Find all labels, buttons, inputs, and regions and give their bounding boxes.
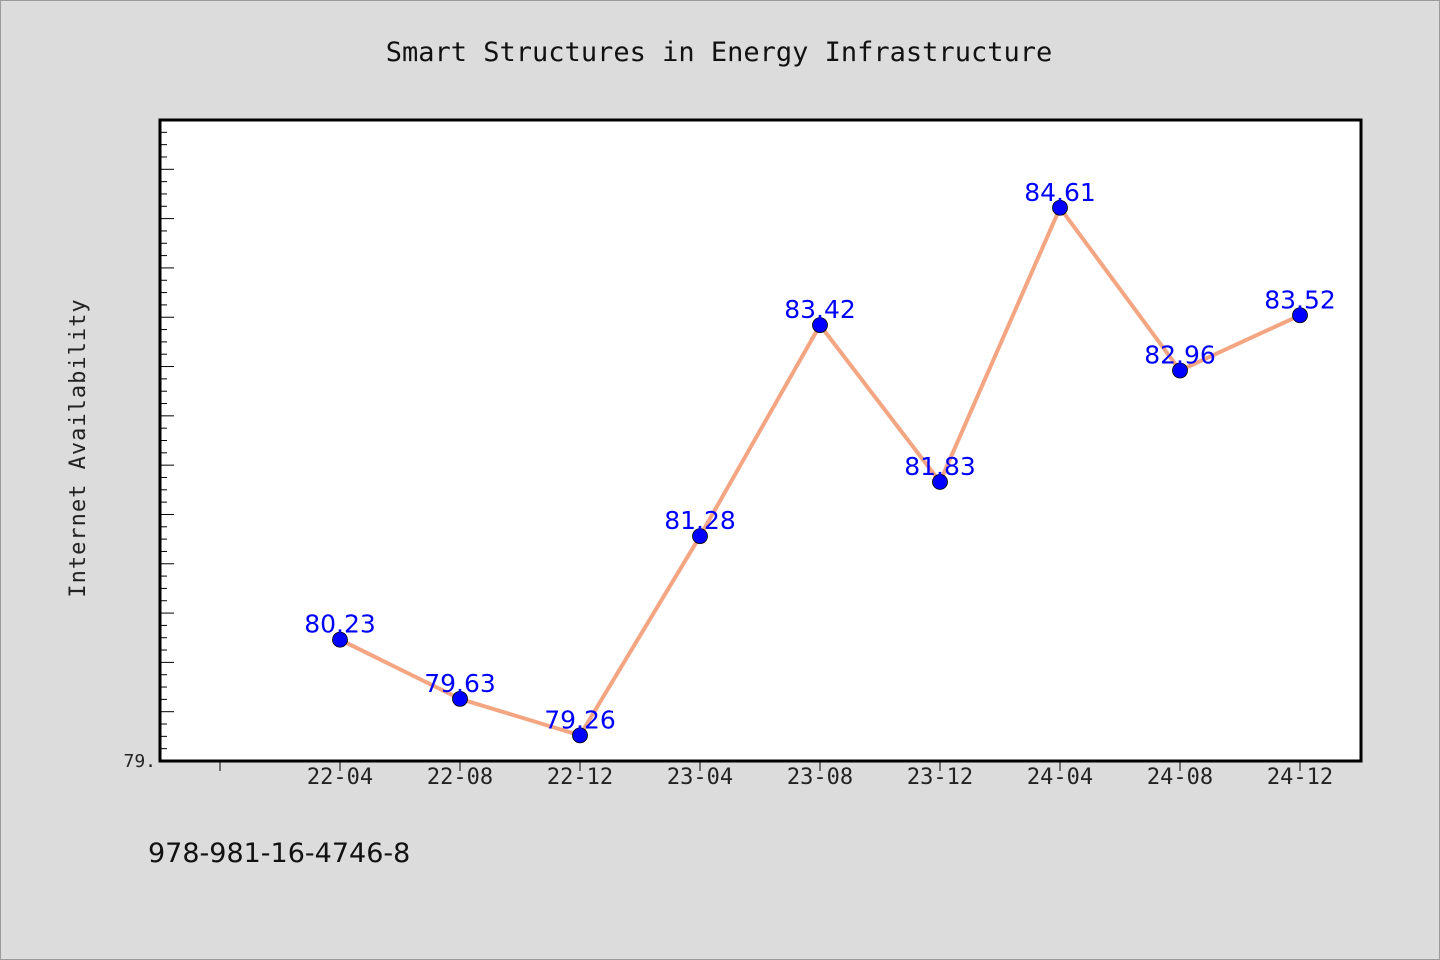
chart-title: Smart Structures in Energy Infrastructur… xyxy=(386,37,1052,68)
y-axis-ticks: 79. xyxy=(123,119,174,772)
data-point xyxy=(1292,307,1308,324)
data-point xyxy=(1172,362,1188,379)
data-point xyxy=(572,727,588,744)
data-label: 81.28 xyxy=(664,506,736,535)
data-label: 83.52 xyxy=(1264,285,1336,314)
data-label: 81.83 xyxy=(904,452,976,481)
data-point xyxy=(692,528,708,545)
data-point xyxy=(452,690,468,707)
data-label: 79.63 xyxy=(424,669,496,698)
x-axis-ticks: 22-04 22-08 22-12 23-04 23-08 23-12 24-04 24-08… xyxy=(219,761,1333,790)
y-axis-label: Internet Availability xyxy=(66,298,91,597)
data-point xyxy=(812,317,828,334)
x-tick-label: 22-12 xyxy=(547,765,613,790)
data-point xyxy=(332,631,348,648)
data-label: 84.61 xyxy=(1024,178,1096,207)
data-label: 82.96 xyxy=(1144,340,1216,369)
x-tick-label: 22-04 xyxy=(307,765,373,790)
y-tick-label: 79. xyxy=(123,751,156,772)
x-tick-label: 22-08 xyxy=(427,765,493,790)
x-tick-label: 24-08 xyxy=(1147,765,1213,790)
plot-area xyxy=(158,118,1363,763)
series-layer: 80.23 79.63 79.26 81.28 83.42 81.83 84.61 82.96… xyxy=(304,178,1336,744)
footnote-isbn: 978-981-16-4746-8 xyxy=(148,838,410,869)
x-tick-label: 23-08 xyxy=(787,765,853,790)
x-tick-label: 23-04 xyxy=(667,765,733,790)
data-label: 83.42 xyxy=(784,295,856,324)
data-point xyxy=(1052,199,1068,216)
data-point xyxy=(932,474,948,490)
data-label: 79.26 xyxy=(544,705,616,734)
x-tick-label: 24-12 xyxy=(1267,765,1333,790)
data-label: 80.23 xyxy=(304,610,376,639)
x-tick-label: 23-12 xyxy=(907,765,973,790)
x-tick-label: 24-04 xyxy=(1027,765,1093,790)
